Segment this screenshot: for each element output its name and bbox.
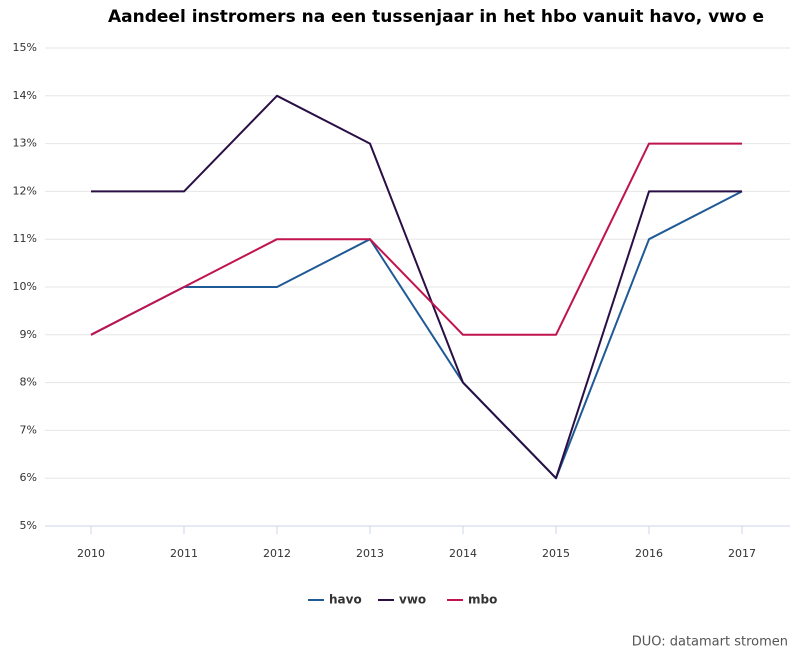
y-tick-label: 15% bbox=[13, 41, 37, 54]
y-tick-label: 11% bbox=[13, 232, 37, 245]
y-tick-label: 14% bbox=[13, 89, 37, 102]
line-series bbox=[91, 94, 742, 480]
legend-label: havo bbox=[329, 593, 362, 607]
x-tick-label: 2012 bbox=[263, 547, 291, 560]
x-tick-label: 2015 bbox=[542, 547, 570, 560]
x-tick-label: 2014 bbox=[449, 547, 477, 560]
y-tick-label: 5% bbox=[20, 519, 37, 532]
source: DUO: datamart stromen bbox=[632, 635, 788, 650]
y-tick-label: 9% bbox=[20, 328, 37, 341]
line-series bbox=[90, 142, 742, 336]
x-tick-label: 2016 bbox=[635, 547, 663, 560]
y-tick-label: 8% bbox=[20, 376, 37, 389]
x-tick-label: 2017 bbox=[728, 547, 756, 560]
legend-label: mbo bbox=[468, 593, 497, 607]
x-tick-label: 2011 bbox=[170, 547, 198, 560]
y-tick-label: 10% bbox=[13, 280, 37, 293]
legend-label: vwo bbox=[399, 593, 426, 607]
line-series bbox=[90, 190, 743, 480]
y-tick-label: 12% bbox=[13, 184, 37, 197]
x-tick-label: 2010 bbox=[77, 547, 105, 560]
y-tick-label: 6% bbox=[20, 471, 37, 484]
y-tick-label: 13% bbox=[13, 137, 37, 150]
x-tick-label: 2013 bbox=[356, 547, 384, 560]
chart-title: Aandeel instromers na een tussenjaar in … bbox=[108, 7, 764, 27]
y-tick-label: 7% bbox=[20, 423, 37, 436]
